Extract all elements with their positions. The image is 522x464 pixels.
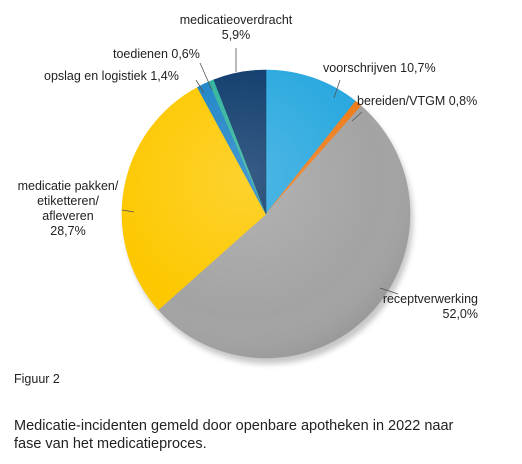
label-leader-lines <box>121 48 399 295</box>
slice-label-line: afleveren <box>42 209 93 223</box>
slice-label-line: 5,9% <box>222 28 251 42</box>
slice-labels: voorschrijven 10,7% bereiden/VTGM 0,8% rec… <box>18 13 478 321</box>
pie-chart: voorschrijven 10,7% bereiden/VTGM 0,8% rec… <box>18 13 478 364</box>
slice-label-receptverwerking: receptverwerking 52,0% <box>383 292 478 321</box>
leader-line-receptverwerking <box>379 287 399 295</box>
slice-label-pakken: medicatie pakken/etiketteren/afleveren 28… <box>18 179 119 238</box>
pie-shading-overlay <box>122 70 410 358</box>
leader-line-pakken <box>121 209 135 213</box>
leader-line-opslag <box>195 79 205 94</box>
slice-label-toedienen: toedienen 0,6% <box>113 47 200 61</box>
slice-label-line: voorschrijven 10,7% <box>323 61 436 75</box>
slice-label-line: 28,7% <box>50 224 85 238</box>
slice-label-line: 52,0% <box>443 307 478 321</box>
leader-line-bereiden <box>351 111 363 122</box>
slice-label-line: bereiden/VTGM 0,8% <box>357 94 477 108</box>
slice-label-line: medicatie pakken/ <box>18 179 119 193</box>
leader-line-voorschrijven <box>333 79 341 99</box>
slice-label-voorschrijven: voorschrijven 10,7% <box>323 61 436 75</box>
slice-label-line: receptverwerking <box>383 292 478 306</box>
slice-label-line: etiketteren/ <box>37 194 99 208</box>
slice-label-bereiden: bereiden/VTGM 0,8% <box>357 94 477 108</box>
pie-shading <box>122 70 410 358</box>
slice-label-opslag: opslag en logistiek 1,4% <box>44 69 179 83</box>
figure-label: Figuur 2 <box>14 372 60 386</box>
slice-label-line: opslag en logistiek 1,4% <box>44 69 179 83</box>
figure-caption: Medicatie-incidenten gemeld door openbar… <box>14 418 454 452</box>
slice-label-line: toedienen 0,6% <box>113 47 200 61</box>
slice-label-overdracht: medicatieoverdracht 5,9% <box>180 13 293 42</box>
slice-label-line: medicatieoverdracht <box>180 13 293 27</box>
leader-line-toedienen <box>199 62 213 91</box>
